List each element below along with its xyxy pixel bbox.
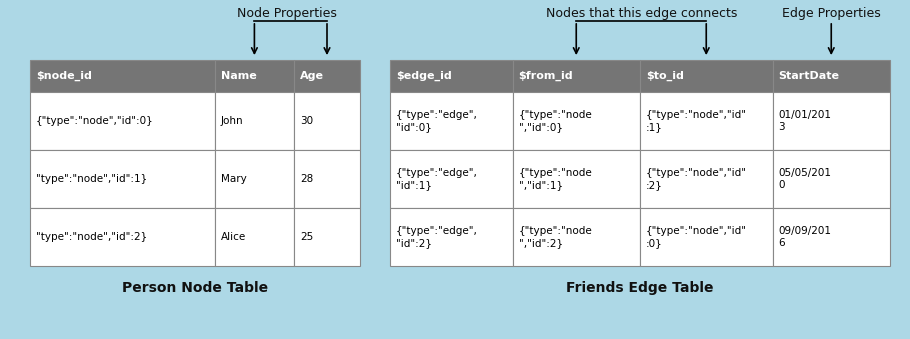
Text: Person Node Table: Person Node Table <box>122 281 268 295</box>
Bar <box>512 60 640 92</box>
Bar <box>294 208 360 266</box>
Text: Mary: Mary <box>221 174 247 184</box>
Bar <box>30 208 215 266</box>
Text: {"type":"node
","id":1}: {"type":"node ","id":1} <box>519 168 592 190</box>
Text: $node_id: $node_id <box>36 71 92 81</box>
Text: {"type":"node","id"
:2}: {"type":"node","id" :2} <box>646 168 747 190</box>
Text: John: John <box>221 116 244 126</box>
Bar <box>640 208 773 266</box>
Bar <box>640 60 773 92</box>
Bar <box>30 150 215 208</box>
Text: 30: 30 <box>300 116 313 126</box>
Text: Nodes that this edge connects: Nodes that this edge connects <box>546 7 737 20</box>
Bar <box>512 208 640 266</box>
Text: 28: 28 <box>300 174 313 184</box>
Text: $from_id: $from_id <box>519 71 573 81</box>
Bar <box>294 150 360 208</box>
Text: Friends Edge Table: Friends Edge Table <box>566 281 713 295</box>
Bar <box>294 60 360 92</box>
Text: {"type":"node","id"
:0}: {"type":"node","id" :0} <box>646 226 747 248</box>
Text: "type":"node","id":2}: "type":"node","id":2} <box>36 232 147 242</box>
Text: {"type":"node","id"
:1}: {"type":"node","id" :1} <box>646 110 747 132</box>
Text: {"type":"node
","id":2}: {"type":"node ","id":2} <box>519 226 592 248</box>
Text: Age: Age <box>300 71 324 81</box>
Bar <box>215 208 294 266</box>
Bar <box>773 150 890 208</box>
Text: $to_id: $to_id <box>646 71 684 81</box>
Text: "type":"node","id":1}: "type":"node","id":1} <box>36 174 147 184</box>
Bar <box>30 92 215 150</box>
Bar <box>512 150 640 208</box>
Bar <box>215 150 294 208</box>
Bar <box>390 150 512 208</box>
Text: Edge Properties: Edge Properties <box>782 7 881 20</box>
Text: 25: 25 <box>300 232 313 242</box>
Text: {"type":"edge",
"id":2}: {"type":"edge", "id":2} <box>396 226 478 248</box>
Text: {"type":"edge",
"id":1}: {"type":"edge", "id":1} <box>396 168 478 190</box>
Text: {"type":"edge",
"id":0}: {"type":"edge", "id":0} <box>396 110 478 132</box>
Text: 09/09/201
6: 09/09/201 6 <box>778 226 832 248</box>
Bar <box>390 60 512 92</box>
Bar <box>215 92 294 150</box>
Text: StartDate: StartDate <box>778 71 840 81</box>
Bar <box>294 92 360 150</box>
Text: Alice: Alice <box>221 232 246 242</box>
Bar <box>30 60 215 92</box>
Text: {"type":"node
","id":0}: {"type":"node ","id":0} <box>519 110 592 132</box>
Bar <box>390 208 512 266</box>
Bar <box>215 60 294 92</box>
Bar <box>640 92 773 150</box>
Text: $edge_id: $edge_id <box>396 71 451 81</box>
Bar <box>390 92 512 150</box>
Text: Node Properties: Node Properties <box>238 7 338 20</box>
Text: {"type":"node","id":0}: {"type":"node","id":0} <box>36 116 154 126</box>
Text: 05/05/201
0: 05/05/201 0 <box>778 168 832 190</box>
Bar <box>773 92 890 150</box>
Bar <box>640 150 773 208</box>
Bar <box>773 60 890 92</box>
Bar <box>773 208 890 266</box>
Bar <box>512 92 640 150</box>
Text: Name: Name <box>221 71 257 81</box>
Text: 01/01/201
3: 01/01/201 3 <box>778 110 832 132</box>
